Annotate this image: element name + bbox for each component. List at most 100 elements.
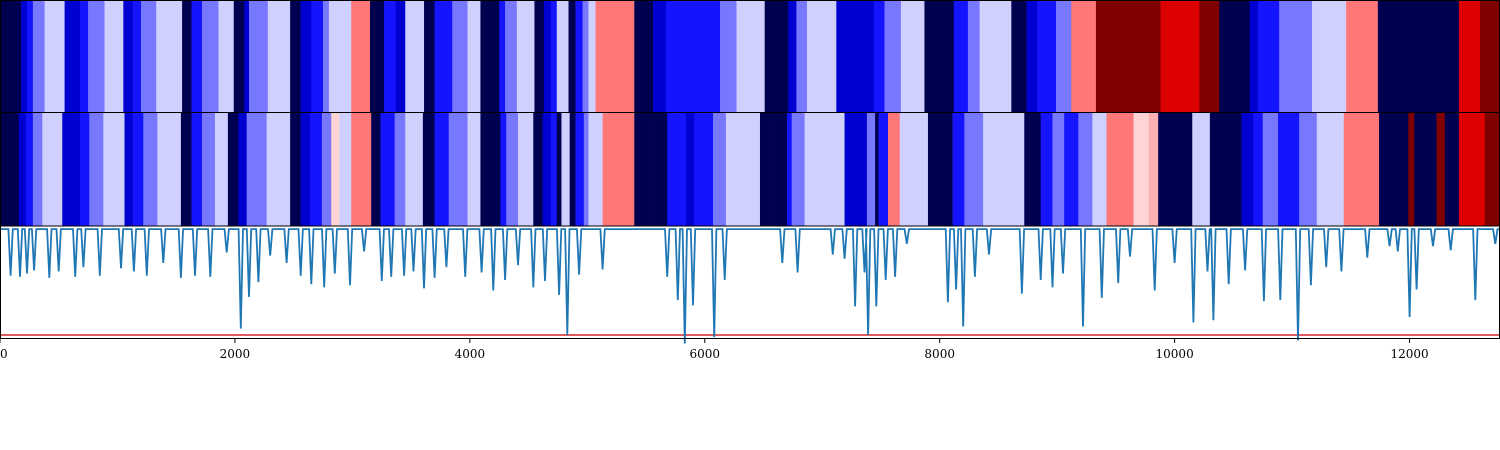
heatmap-row-1 — [0, 0, 1500, 113]
heatmap-cell — [653, 112, 668, 226]
heatmap-cell — [791, 112, 805, 226]
heatmap-cell — [1379, 112, 1409, 226]
heatmap-cell — [1092, 112, 1107, 226]
heatmap-cell — [542, 112, 552, 226]
heatmap-cell — [480, 0, 500, 113]
heatmap-cell — [182, 0, 192, 113]
heatmap-cell — [1235, 0, 1251, 113]
heatmap-cell — [1312, 0, 1347, 113]
heatmap-cell — [328, 0, 352, 113]
heatmap-cell — [434, 112, 450, 226]
heatmap-cell — [1253, 112, 1264, 226]
heatmap-cell — [1278, 112, 1300, 226]
heatmap-cell — [518, 112, 534, 226]
heatmap-cell — [588, 112, 603, 226]
heatmap-cell — [500, 112, 507, 226]
heatmap-cell — [32, 0, 45, 113]
heatmap-cell — [1106, 112, 1134, 226]
x-tick-label: 12000 — [1390, 347, 1428, 361]
heatmap-cell — [720, 0, 737, 113]
x-tick-label: 2000 — [220, 347, 251, 361]
heatmap-cell — [550, 112, 558, 226]
heatmap-cell — [1316, 112, 1345, 226]
heatmap-cell — [583, 112, 589, 226]
heatmap-cell — [788, 0, 797, 113]
heatmap-cell — [1026, 0, 1038, 113]
heatmap-cell — [878, 112, 889, 226]
heatmap-cell — [685, 112, 695, 226]
heatmap-cell — [300, 112, 311, 226]
heatmap-cell — [1199, 0, 1220, 113]
x-tick-label: 0 — [0, 347, 8, 361]
heatmap-cell — [499, 0, 506, 113]
heatmap-cell — [1346, 0, 1379, 113]
heatmap-cell — [1148, 112, 1159, 226]
heatmap-cell — [351, 0, 371, 113]
heatmap-cell — [900, 0, 925, 113]
heatmap-cell — [634, 0, 654, 113]
heatmap-cell — [533, 112, 543, 226]
heatmap-cell — [556, 112, 562, 226]
heatmap-cell — [713, 112, 727, 226]
heatmap-cell — [602, 112, 635, 226]
heatmap-cell — [21, 0, 28, 113]
heatmap-cell — [595, 0, 635, 113]
heatmap-cell — [1480, 0, 1500, 113]
heatmap-cell — [79, 112, 90, 226]
heatmap-cell — [1299, 112, 1318, 226]
heatmap-cell — [506, 112, 519, 226]
heatmap-cell — [1484, 112, 1500, 226]
heatmap-cell — [123, 0, 134, 113]
heatmap-cell — [103, 112, 125, 226]
heatmap-cell — [1040, 112, 1053, 226]
heatmap-cell — [736, 0, 765, 113]
heatmap-cell — [371, 112, 381, 226]
heatmap-cell — [331, 112, 340, 226]
x-axis: 0 2000 4000 6000 8000 10000 12000 — [0, 339, 1429, 361]
heatmap-cell — [1444, 112, 1460, 226]
heatmap-cell — [467, 112, 481, 226]
heatmap-cell — [310, 112, 323, 226]
heatmap-cell — [1219, 0, 1236, 113]
heatmap-cell — [1241, 112, 1254, 226]
heatmap-cell — [1458, 0, 1481, 113]
heatmap-cell — [1377, 0, 1460, 113]
heatmap-cell — [534, 0, 545, 113]
x-tick-label: 4000 — [455, 347, 486, 361]
heatmap-cell — [448, 112, 468, 226]
heatmap-cell — [18, 112, 27, 226]
heatmap-cell — [1024, 112, 1042, 226]
heatmap-cell — [927, 112, 953, 226]
heatmap-cell — [89, 112, 104, 226]
heatmap-cell — [516, 0, 535, 113]
heatmap-cell — [568, 0, 576, 113]
heatmap-cell — [88, 0, 105, 113]
heatmap-cell — [866, 112, 876, 226]
heatmap-cell — [1209, 112, 1242, 226]
heatmap-cell — [405, 0, 425, 113]
heatmap-cell — [666, 0, 721, 113]
heatmap-cell — [0, 112, 20, 226]
heatmap-cell — [836, 0, 875, 113]
heatmap-cell — [233, 0, 245, 113]
heatmap-cell — [952, 112, 965, 226]
heatmap-cell — [964, 112, 984, 226]
heatmap-cell — [321, 112, 332, 226]
heatmap-cell — [667, 112, 687, 226]
heatmap-row-2 — [0, 112, 1500, 226]
heatmap-cell — [967, 0, 980, 113]
heatmap-cell — [804, 112, 845, 226]
heatmap-cell — [351, 112, 372, 226]
heatmap-cell — [569, 112, 576, 226]
heatmap-cell — [380, 112, 395, 226]
heatmap-cell — [1414, 112, 1437, 226]
heatmap-cell — [1011, 0, 1027, 113]
heatmap-cell — [1071, 0, 1097, 113]
heatmap-cell — [0, 0, 22, 113]
heatmap-cell — [480, 112, 501, 226]
x-tick-label: 10000 — [1156, 347, 1194, 361]
heatmap-cell — [1158, 112, 1193, 226]
heatmap-cell — [79, 0, 89, 113]
heatmap-cell — [884, 0, 902, 113]
